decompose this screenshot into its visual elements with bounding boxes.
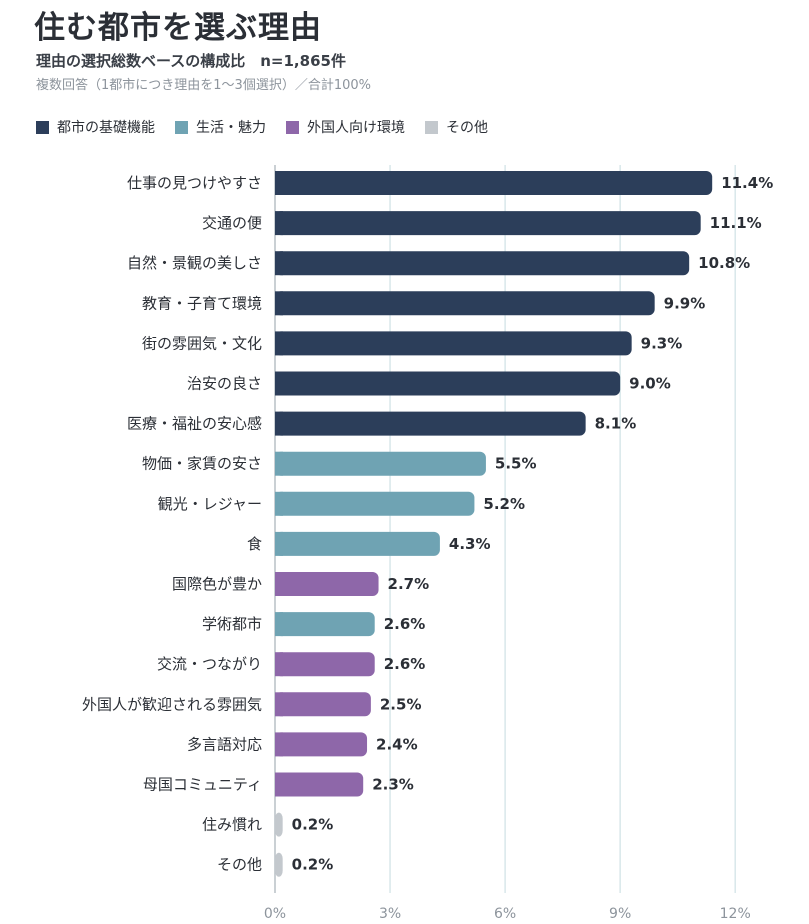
legend-swatch [175,120,188,134]
bar-base [275,652,283,677]
x-tick-label: 12% [720,906,751,922]
data-label: 9.0% [629,375,671,393]
data-label: 9.3% [641,334,683,352]
category-label: 外国人が歓迎される雰囲気 [82,695,262,713]
legend-swatch [36,120,49,134]
legend-item-other: その他 [425,117,488,137]
bar [275,371,621,396]
bar [275,451,486,476]
data-label: 2.7% [388,575,430,593]
bar [275,692,371,717]
legend-item-lifestyle: 生活・魅力 [175,117,266,137]
bar [275,531,440,556]
legend-label: 都市の基礎機能 [57,120,155,136]
data-label: 2.5% [380,695,422,713]
category-label: 交流・つながり [157,655,262,673]
legend-label: 生活・魅力 [196,120,266,136]
category-label: 街の雰囲気・文化 [142,334,262,352]
bar [275,331,632,356]
chart-title: 住む都市を選ぶ理由 [34,10,322,46]
bar-base [275,291,283,316]
category-label: 母国コミュニティ [143,776,262,794]
category-label: 医療・福祉の安心感 [127,415,262,433]
legend-item-foreigner-environment: 外国人向け環境 [286,117,405,137]
bar-base [275,692,283,717]
x-tick-label: 9% [609,906,631,922]
legend-label: その他 [446,120,488,136]
legend: 都市の基礎機能 生活・魅力 外国人向け環境 その他 [36,117,508,137]
category-label: 交通の便 [202,214,262,232]
data-label: 0.2% [292,816,334,834]
bar [275,652,375,677]
bar-base [275,251,283,276]
bar [275,812,283,837]
bar [275,211,701,236]
x-tick-label: 6% [494,906,516,922]
bar [275,171,713,195]
bar-base [275,572,283,596]
data-label: 5.2% [483,495,525,513]
data-label: 2.6% [384,615,426,633]
data-label: 0.2% [292,856,334,874]
x-tick-label: 0% [264,906,286,922]
data-label: 5.5% [495,455,537,473]
category-label: 自然・景観の美しさ [127,254,262,272]
data-label: 2.4% [376,735,418,753]
data-label: 2.3% [372,776,414,794]
bar-base [275,612,283,637]
bar [275,291,655,316]
bar [275,251,690,276]
data-label: 9.9% [664,294,706,312]
data-label: 10.8% [698,254,750,272]
bar [275,852,283,877]
data-label: 4.3% [449,535,491,553]
bar-base [275,451,283,476]
bar-base [275,772,283,797]
data-label: 2.6% [384,655,426,673]
category-label: 多言語対応 [187,735,262,753]
data-label: 11.4% [721,174,773,192]
bar [275,491,475,516]
x-tick-label: 3% [379,906,401,922]
bar-base [275,491,283,516]
category-label: 観光・レジャー [158,495,262,513]
bar-base [275,732,283,757]
bar [275,612,375,637]
category-label: 教育・子育て環境 [142,294,262,312]
category-label: 住み慣れ [202,816,262,834]
category-label: 物価・家賃の安さ [142,455,262,473]
chart-note: 複数回答（1都市につき理由を1〜3個選択）／合計100% [36,78,371,93]
bar-base [275,211,283,236]
chart-subtitle: 理由の選択総数ベースの構成比 n=1,865件 [36,52,346,70]
legend-item-basic-functions: 都市の基礎機能 [36,117,155,137]
bar-base [275,531,283,556]
legend-swatch [286,120,299,134]
category-label: 仕事の見つけやすさ [127,174,262,192]
category-label: 国際色が豊か [172,575,262,593]
category-label: 学術都市 [202,615,262,633]
data-label: 8.1% [595,415,637,433]
bar [275,572,379,596]
category-label: 治安の良さ [187,375,262,393]
bar-base [275,411,283,436]
bar [275,732,368,757]
bar [275,411,586,436]
legend-label: 外国人向け環境 [307,120,405,136]
bar-base [275,371,283,396]
legend-swatch [425,120,438,134]
bar-base [275,171,283,195]
data-label: 11.1% [710,214,762,232]
category-label: 食 [247,535,262,553]
category-label: その他 [217,856,262,874]
bar [275,772,364,797]
bar-base [275,331,283,356]
